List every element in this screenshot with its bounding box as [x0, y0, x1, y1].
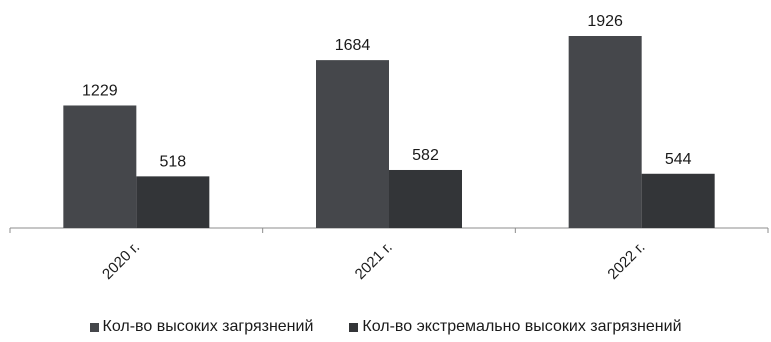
- legend-item-series-2: Кол-во экстремально высоких загрязнений: [349, 318, 682, 336]
- bar-2-3: [641, 173, 715, 228]
- legend-label-series-2: Кол-во экстремально высоких загрязнений: [362, 318, 682, 335]
- data-label-1-2: 1684: [335, 37, 371, 54]
- x-axis-ticks: [9, 228, 769, 233]
- data-label-1-3: 1926: [587, 13, 623, 30]
- bar-2-1: [136, 176, 210, 228]
- legend-swatch-series-2: [349, 322, 359, 332]
- bar-1-1: [63, 105, 137, 228]
- x-tick-label-2: 2021 г.: [352, 239, 396, 283]
- x-tick-label-3: 2022 г.: [604, 239, 648, 283]
- legend-item-series-1: Кол-во высоких загрязнений: [89, 318, 314, 336]
- legend-label-series-1: Кол-во высоких загрязнений: [102, 318, 314, 335]
- data-label-2-3: 544: [665, 151, 692, 168]
- legend-swatch-series-1: [89, 322, 99, 332]
- x-tick-label-1: 2020 г.: [99, 239, 143, 283]
- bar-2-2: [389, 169, 462, 228]
- data-label-2-2: 582: [412, 147, 439, 164]
- bars-group: [63, 36, 715, 229]
- x-tick-labels-group: 2020 г. 2021 г. 2022 г.: [99, 239, 648, 283]
- bar-1-2: [316, 60, 389, 229]
- bar-chart: 1229 518 1684 582 1926 544 2020 г. 2021 г. 2022…: [9, 13, 769, 283]
- data-label-1-1: 1229: [82, 82, 118, 99]
- legend: Кол-во высоких загрязнений Кол-во экстре…: [0, 318, 771, 336]
- data-labels-group: 1229 518 1684 582 1926 544: [82, 13, 692, 170]
- bar-1-3: [568, 36, 642, 228]
- data-label-2-1: 518: [159, 153, 186, 170]
